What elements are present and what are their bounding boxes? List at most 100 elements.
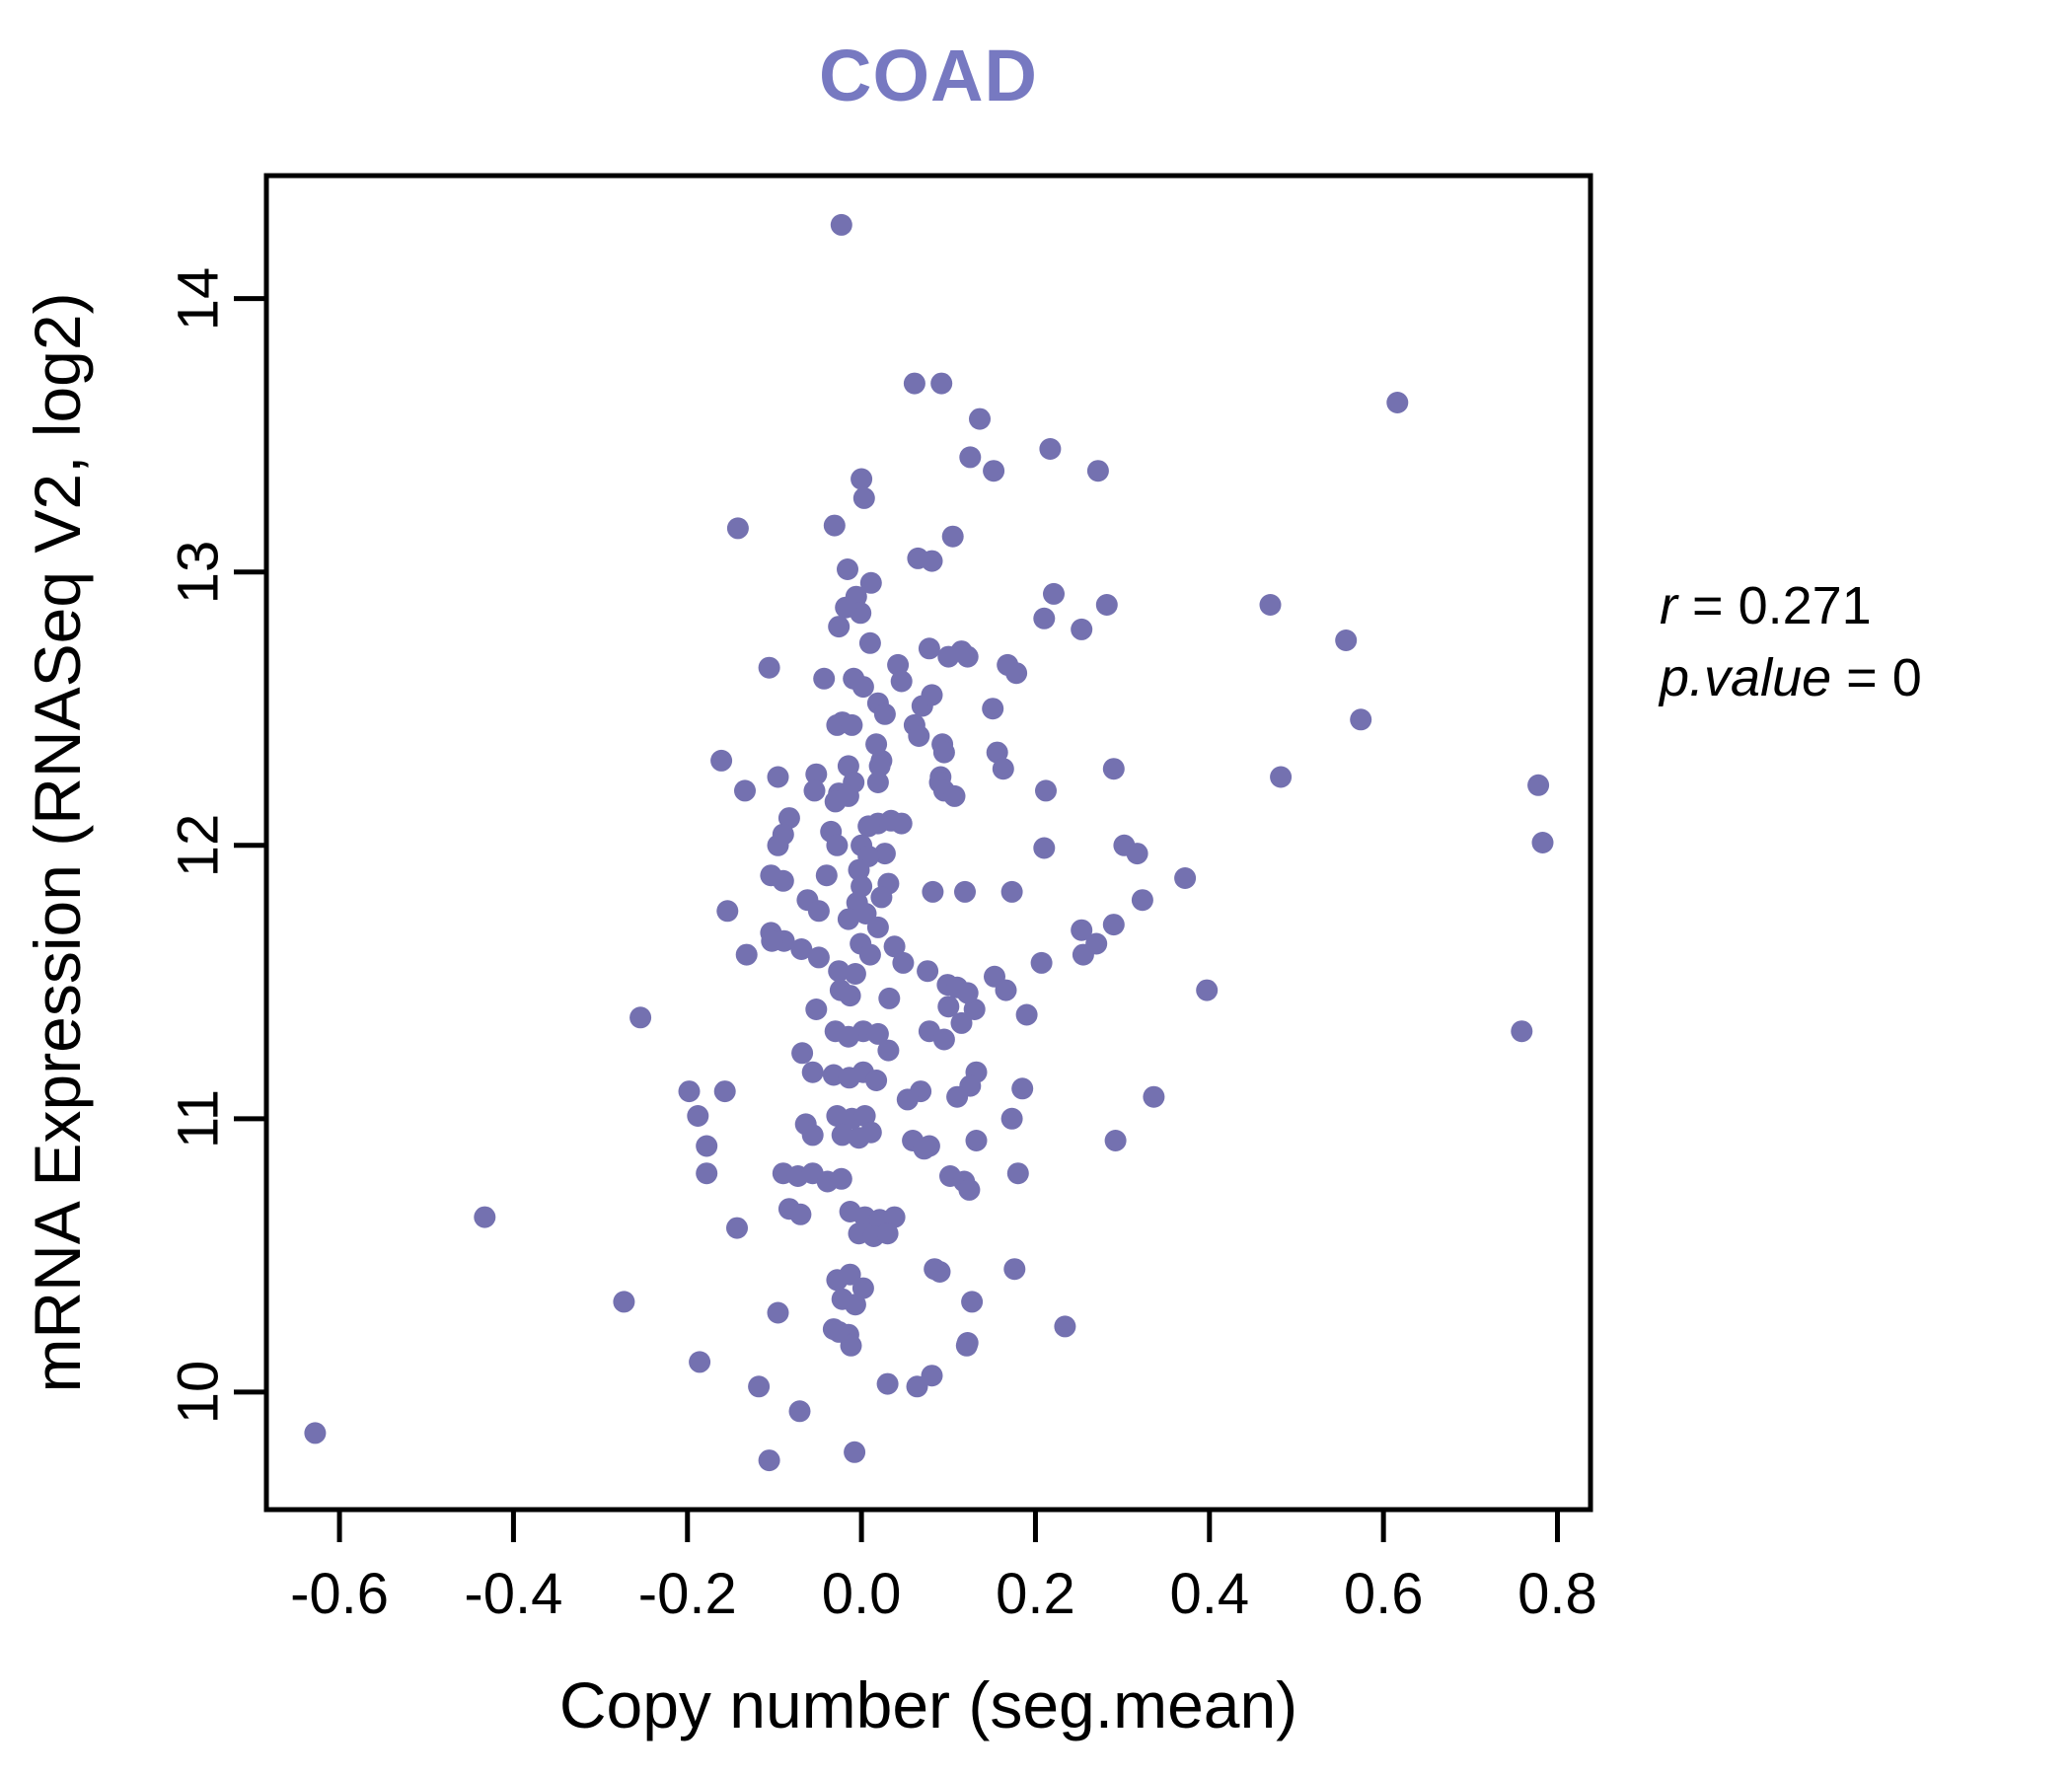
scatter-point — [917, 960, 939, 983]
scatter-point — [828, 616, 851, 638]
scatter-point — [1104, 1130, 1127, 1151]
scatter-point — [865, 733, 888, 756]
scatter-point — [876, 1372, 899, 1395]
scatter-point — [958, 1178, 981, 1201]
scatter-point — [823, 514, 846, 537]
scatter-point — [837, 908, 859, 930]
scatter-point — [982, 698, 1004, 720]
scatter-point — [304, 1422, 327, 1444]
scatter-point — [963, 999, 986, 1020]
scatter-point — [815, 864, 838, 887]
scatter-point — [748, 1375, 771, 1398]
scatter-point — [877, 1039, 900, 1062]
p-value-line: p.value = 0 — [1660, 642, 1922, 714]
scatter-point — [758, 1449, 780, 1472]
scatter-point — [1071, 919, 1093, 941]
scatter-point — [865, 1070, 888, 1091]
scatter-point — [726, 1217, 748, 1239]
scatter-point — [950, 1011, 973, 1034]
scatter-point — [903, 372, 925, 395]
scatter-point — [613, 1291, 635, 1313]
scatter-point — [803, 779, 826, 802]
scatter-point — [858, 631, 881, 654]
scatter-point — [873, 703, 896, 725]
scatter-point — [995, 979, 1017, 1001]
scatter-point — [986, 741, 1008, 764]
scatter-point — [837, 755, 859, 777]
scatter-point — [1071, 618, 1093, 640]
scatter-point — [788, 1400, 811, 1423]
scatter-point — [735, 943, 758, 966]
scatter-point — [801, 1124, 824, 1147]
scatter-point — [1033, 607, 1056, 629]
y-axis-label: mRNA Expression (RNASeq V2, log2) — [21, 292, 94, 1393]
scatter-point — [839, 1263, 861, 1286]
x-tick-label: -0.4 — [464, 1562, 563, 1626]
scatter-point — [983, 460, 1005, 482]
y-tick-label: 11 — [166, 1088, 231, 1148]
scatter-point — [687, 1105, 709, 1127]
scatter-point — [892, 951, 915, 974]
scatter-point — [887, 653, 910, 676]
scatter-point — [839, 985, 861, 1007]
x-tick-label: 0.8 — [1517, 1562, 1597, 1626]
scatter-point — [831, 1124, 853, 1147]
scatter-point — [830, 213, 852, 236]
scatter-point — [1335, 629, 1358, 651]
scatter-point — [921, 1365, 943, 1387]
scatter-point — [851, 1277, 874, 1299]
scatter-point — [1035, 779, 1057, 802]
scatter-point — [1006, 1162, 1029, 1185]
scatter-point — [965, 1130, 988, 1151]
scatter-point — [876, 1222, 899, 1245]
scatter-point — [851, 875, 873, 898]
scatter-point — [930, 372, 953, 395]
scatter-point — [883, 1206, 906, 1228]
scatter-point — [1000, 1107, 1023, 1130]
scatter-point — [716, 900, 739, 923]
scatter-point — [828, 960, 851, 983]
scatter-point — [761, 929, 783, 952]
scatter-point — [928, 1261, 951, 1283]
scatter-point — [1043, 582, 1065, 605]
scatter-point — [844, 963, 866, 985]
scatter-point — [853, 1105, 876, 1127]
scatter-point — [772, 869, 794, 892]
scatter-point — [767, 1301, 789, 1324]
scatter-point — [1072, 943, 1094, 966]
scatter-point — [689, 1351, 711, 1373]
scatter-point — [474, 1206, 496, 1228]
scatter-point — [932, 741, 955, 764]
scatter-point — [830, 1167, 852, 1190]
scatter-point — [956, 982, 979, 1004]
scatter-point — [1000, 880, 1023, 903]
p-label: p.value — [1660, 648, 1832, 707]
scatter-point — [734, 779, 756, 802]
scatter-point — [883, 935, 906, 958]
scatter-point — [678, 1080, 701, 1103]
scatter-point — [840, 1334, 862, 1357]
scatter-point — [859, 571, 882, 594]
scatter-point — [826, 834, 849, 856]
scatter-point — [932, 1028, 955, 1051]
scatter-point — [866, 916, 889, 938]
correlation-annotation: r = 0.271 p.value = 0 — [1660, 570, 1922, 714]
plot-box — [263, 173, 1593, 1513]
scatter-point — [918, 637, 940, 660]
scatter-point — [805, 763, 828, 785]
x-tick-label: -0.6 — [290, 1562, 390, 1626]
scatter-point — [1095, 594, 1118, 616]
r-value-line: r = 0.271 — [1660, 570, 1922, 642]
scatter-point — [837, 1025, 859, 1048]
scatter-point — [789, 1203, 812, 1225]
scatter-point — [937, 645, 960, 668]
scatter-point — [1011, 1077, 1034, 1100]
scatter-point — [873, 843, 896, 865]
scatter-point — [906, 1375, 928, 1398]
y-tick-label: 12 — [166, 813, 231, 878]
scatter-point — [896, 1088, 919, 1111]
scatter-point — [1511, 1020, 1533, 1043]
scatter-point — [1086, 460, 1109, 482]
scatter-point — [801, 1061, 824, 1083]
